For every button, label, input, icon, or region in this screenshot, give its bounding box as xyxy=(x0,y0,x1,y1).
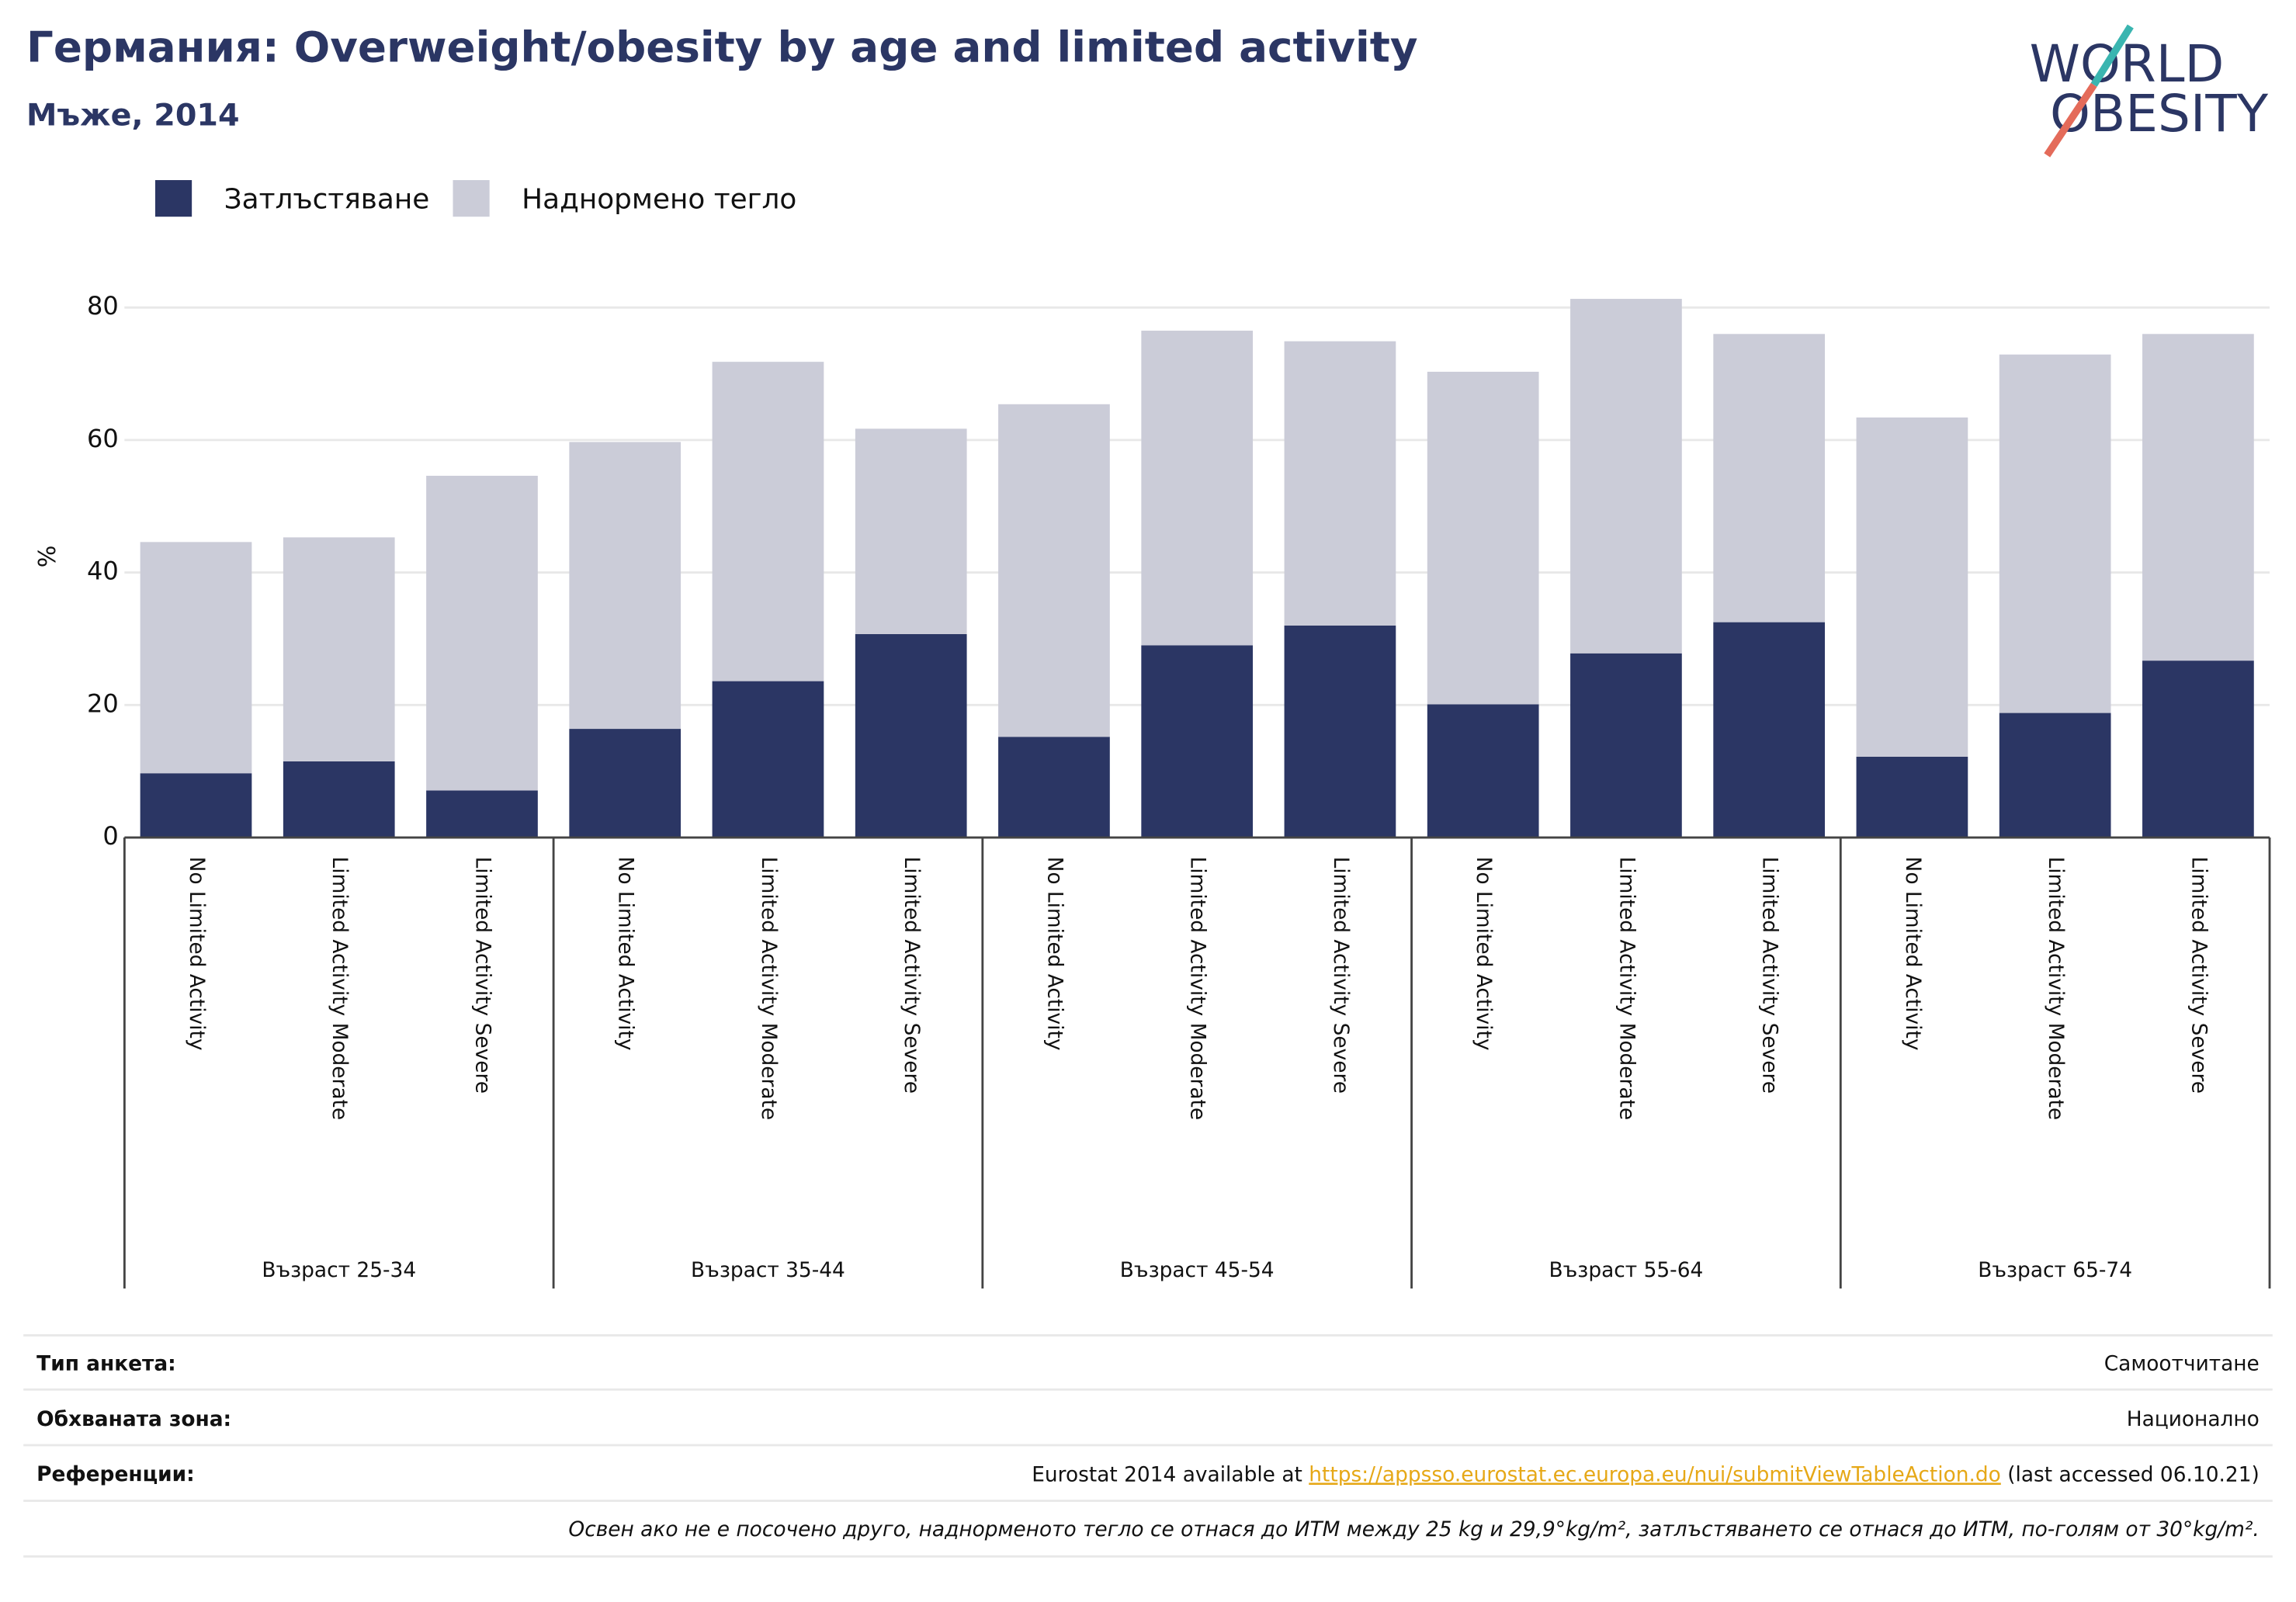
footnote: Освен ако не е посочено друго, наднормен… xyxy=(568,1517,2259,1541)
y-tick-label: 40 xyxy=(87,557,119,586)
group-label: Възраст 55-64 xyxy=(1549,1258,1704,1282)
bar-segment xyxy=(569,729,682,838)
bar-segment xyxy=(1141,331,1254,646)
row-value: Eurostat 2014 available at https://appss… xyxy=(1032,1462,2260,1486)
row-label: Референции: xyxy=(36,1462,195,1486)
bar-segment xyxy=(1713,334,1826,622)
bar-segment xyxy=(1284,341,1396,626)
bar-segment xyxy=(1570,653,1682,838)
bar-segment xyxy=(1427,371,1539,705)
bar-segment xyxy=(998,404,1110,737)
x-tick-label: Limited Activity Severe xyxy=(1329,857,1353,1094)
row-value: Национално xyxy=(2127,1407,2260,1431)
y-tick-label: 60 xyxy=(87,424,119,453)
x-tick-label: Limited Activity Severe xyxy=(1758,857,1782,1094)
bar-segment xyxy=(283,537,395,761)
reference-text: (last accessed 06.10.21) xyxy=(2001,1462,2260,1486)
bar-segment xyxy=(569,442,682,730)
y-tick-label: 20 xyxy=(87,688,119,718)
chart-subtitle: Мъже, 2014 xyxy=(26,97,240,133)
bar-segment xyxy=(1713,622,1826,838)
y-tick-label: 80 xyxy=(87,291,119,321)
logo-text: WORLD xyxy=(2030,34,2225,94)
bar-segment xyxy=(855,428,967,634)
legend-swatch xyxy=(453,180,490,217)
x-tick-label: Limited Activity Moderate xyxy=(1186,857,1210,1121)
footer: Тип анкета: Самоотчитане Обхваната зона: На… xyxy=(23,1334,2273,1558)
x-tick-label: No Limited Activity xyxy=(1472,857,1496,1051)
bar-segment xyxy=(1284,625,1396,838)
bar-segment xyxy=(426,790,538,838)
bar-segment xyxy=(855,633,967,838)
x-tick-label: Limited Activity Moderate xyxy=(328,857,352,1121)
y-axis-label: % xyxy=(34,546,61,568)
x-tick-label: Limited Activity Moderate xyxy=(2044,857,2068,1121)
group-label: Възраст 45-54 xyxy=(1120,1258,1275,1282)
bar-segment xyxy=(1427,704,1539,838)
chart-title: Германия: Overweight/obesity by age and … xyxy=(26,22,1418,71)
x-tick-label: Limited Activity Moderate xyxy=(1614,857,1639,1121)
y-tick-label: 0 xyxy=(102,821,118,851)
row-value: Самоотчитане xyxy=(2104,1352,2260,1376)
bar-segment xyxy=(1999,354,2111,713)
bar-segment xyxy=(1856,417,1968,757)
bar-segment xyxy=(1856,756,1968,838)
bar-segment xyxy=(712,362,824,681)
bar-segment xyxy=(140,542,252,774)
bar-segment xyxy=(1141,645,1254,838)
bar-segment xyxy=(140,773,252,838)
group-label: Възраст 35-44 xyxy=(691,1258,845,1282)
bar-segment xyxy=(426,475,538,791)
group-label: Възраст 25-34 xyxy=(262,1258,416,1282)
bar-segment xyxy=(2142,661,2254,838)
bar-segment xyxy=(1999,713,2111,838)
logo-slash xyxy=(2090,24,2134,87)
x-tick-label: No Limited Activity xyxy=(1042,857,1066,1051)
x-tick-label: Limited Activity Moderate xyxy=(757,857,781,1121)
logo: WORLD OBESITY xyxy=(2030,24,2269,158)
row-label: Обхваната зона: xyxy=(36,1407,231,1431)
bar-segment xyxy=(712,681,824,838)
reference-text: Eurostat 2014 available at xyxy=(1032,1462,1309,1486)
legend-label: Затлъстяване xyxy=(224,183,430,215)
bar-segment xyxy=(1570,299,1682,654)
legend-swatch xyxy=(154,180,192,217)
logo-text: OBESITY xyxy=(2050,84,2269,144)
row-label: Тип анкета: xyxy=(36,1352,176,1376)
x-tick-label: No Limited Activity xyxy=(185,857,209,1051)
bar-segment xyxy=(283,761,395,838)
x-tick-label: No Limited Activity xyxy=(614,857,638,1051)
x-tick-label: Limited Activity Severe xyxy=(900,857,924,1094)
legend-label: Наднормено тегло xyxy=(522,183,796,215)
x-tick-label: Limited Activity Severe xyxy=(2187,857,2211,1094)
x-tick-label: Limited Activity Severe xyxy=(470,857,494,1094)
bar-segment xyxy=(998,737,1110,838)
bar-segment xyxy=(2142,334,2254,661)
logo-slash xyxy=(2044,82,2097,158)
group-label: Възраст 65-74 xyxy=(1978,1258,2132,1282)
reference-link[interactable]: https://appsso.eurostat.ec.europa.eu/nui… xyxy=(1309,1462,2001,1486)
x-tick-label: No Limited Activity xyxy=(1901,857,1925,1051)
